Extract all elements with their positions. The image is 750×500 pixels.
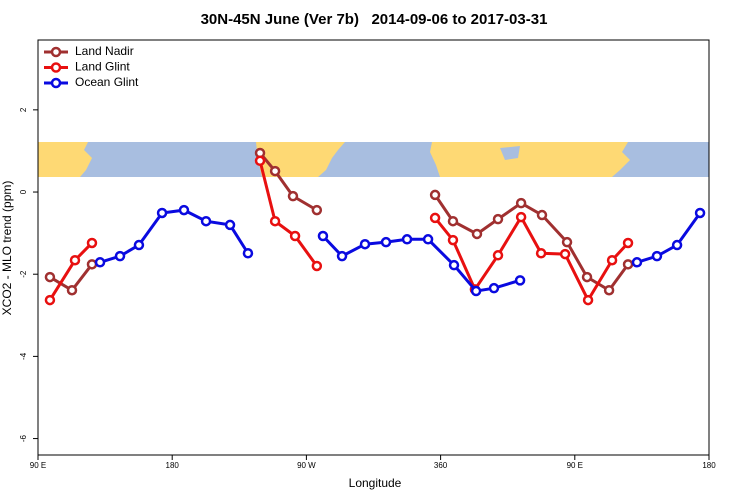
data-point xyxy=(289,230,301,242)
data-point xyxy=(582,294,594,306)
data-point xyxy=(311,204,323,216)
data-point xyxy=(535,248,547,259)
data-point xyxy=(86,259,98,270)
data-point xyxy=(133,239,145,251)
data-point xyxy=(86,237,98,249)
plot-frame xyxy=(37,39,710,456)
data-point xyxy=(447,234,459,246)
data-point xyxy=(336,250,348,262)
data-point xyxy=(559,248,571,260)
data-point xyxy=(581,271,593,283)
data-point xyxy=(488,282,500,294)
y-tick-label: 2 xyxy=(19,107,28,112)
data-point xyxy=(429,212,441,224)
data-point xyxy=(69,254,81,266)
data-point xyxy=(561,236,573,248)
data-point xyxy=(44,294,56,306)
data-point xyxy=(429,189,441,201)
x-axis-label: Longitude xyxy=(349,476,402,490)
data-point xyxy=(269,165,281,177)
data-point xyxy=(603,284,615,296)
data-point xyxy=(156,207,168,219)
y-tick-label: -6 xyxy=(19,434,28,442)
legend-label: Land Nadir xyxy=(75,44,134,58)
data-point xyxy=(422,234,434,245)
series-line xyxy=(48,160,630,304)
y-tick-label: -2 xyxy=(19,270,28,278)
data-point xyxy=(448,259,460,271)
map-band xyxy=(38,142,709,177)
data-point xyxy=(622,237,634,249)
data-point xyxy=(515,197,527,209)
data-point xyxy=(317,230,329,242)
data-point xyxy=(44,271,56,283)
legend-marker xyxy=(50,62,62,73)
y-tick-label: -4 xyxy=(19,352,28,360)
data-point xyxy=(447,215,459,227)
data-point xyxy=(470,285,482,297)
data-point xyxy=(114,250,126,262)
data-point xyxy=(515,211,527,223)
data-point xyxy=(471,228,483,240)
series-line xyxy=(99,208,702,293)
data-point xyxy=(178,204,190,216)
data-point xyxy=(380,236,392,248)
x-tick-label: 180 xyxy=(166,461,180,470)
y-axis-label: XCO2 - MLO trend (ppm) xyxy=(0,181,14,316)
data-point xyxy=(536,209,548,221)
data-point xyxy=(94,257,106,268)
y-tick-label: 0 xyxy=(19,189,28,194)
chart-title: 30N-45N June (Ver 7b) 2014-09-06 to 2017… xyxy=(201,11,548,28)
x-tick-label: 90 E xyxy=(30,461,46,470)
x-tick-label: 360 xyxy=(434,461,448,470)
data-point xyxy=(514,275,526,286)
data-point xyxy=(492,250,504,261)
data-point xyxy=(242,248,254,259)
data-point xyxy=(224,219,236,231)
data-point xyxy=(694,207,706,219)
data-point xyxy=(66,284,78,296)
data-point xyxy=(622,259,634,270)
data-point xyxy=(359,238,371,250)
data-point xyxy=(269,215,281,227)
x-tick-label: 180 xyxy=(702,461,716,470)
data-point xyxy=(606,254,618,266)
legend-marker xyxy=(50,46,62,58)
legend-label: Land Glint xyxy=(75,60,130,74)
x-tick-label: 90 W xyxy=(297,461,316,470)
data-point xyxy=(287,190,299,202)
data-point xyxy=(401,234,413,245)
legend-marker xyxy=(50,77,62,89)
data-point xyxy=(200,215,212,227)
legend-label: Ocean Glint xyxy=(75,75,139,89)
data-point xyxy=(631,257,643,268)
data-point xyxy=(254,155,266,167)
data-point xyxy=(492,213,504,225)
data-point xyxy=(651,250,663,262)
data-point xyxy=(671,239,683,251)
x-tick-label: 90 E xyxy=(567,461,583,470)
data-point xyxy=(311,260,323,272)
